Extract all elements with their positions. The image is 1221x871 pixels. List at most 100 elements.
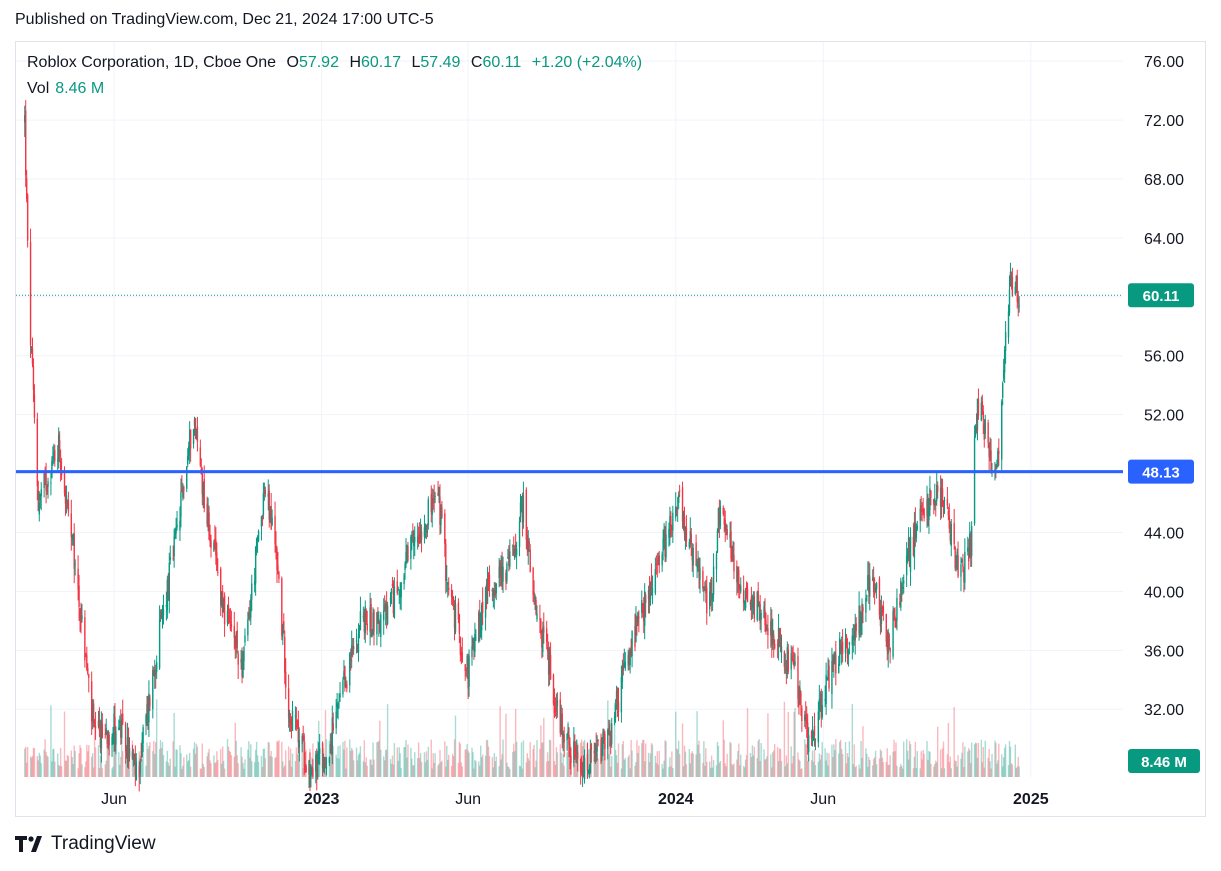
candle-body — [756, 592, 758, 620]
volume-bar — [133, 757, 136, 777]
volume-bar — [738, 743, 740, 777]
candle-body — [485, 583, 488, 605]
volume-bar — [933, 766, 935, 777]
candle-body — [93, 723, 96, 728]
candle-body — [105, 728, 107, 734]
volume-bar — [528, 760, 530, 777]
volume-bar — [63, 711, 66, 777]
candle-body — [654, 569, 657, 594]
volume-bar — [264, 758, 267, 777]
tradingview-logo[interactable]: TradingView — [15, 833, 156, 855]
candle-body — [615, 691, 618, 701]
candle-body — [833, 655, 835, 664]
candle-body — [24, 115, 26, 123]
candle-body — [133, 753, 136, 760]
candle-body — [30, 348, 33, 350]
volume-bar — [692, 753, 694, 777]
candle-body — [180, 491, 182, 517]
x-tick-label: Jun — [810, 791, 836, 808]
candle-body — [169, 556, 171, 560]
volume-bar — [529, 742, 531, 777]
candle-body — [831, 661, 833, 694]
volume-bar — [900, 763, 902, 777]
candle-body — [310, 770, 312, 780]
candle-body — [977, 398, 980, 416]
candle-body — [549, 655, 552, 680]
candle-body — [244, 635, 246, 643]
volume-bar — [776, 746, 779, 777]
legend: Roblox Corporation, 1D, Cboe One O57.92 … — [27, 54, 642, 72]
candle-body — [725, 524, 727, 531]
candle-body — [376, 612, 378, 635]
volume-bar — [332, 745, 334, 777]
candle-body — [175, 528, 177, 534]
volume-bar — [540, 725, 542, 777]
candle-body — [933, 498, 935, 505]
candle-body — [563, 734, 565, 743]
candle-body — [240, 659, 242, 663]
volume-bar — [194, 753, 197, 777]
volume-bar — [559, 744, 561, 777]
candle-body — [385, 603, 388, 619]
candle-body — [722, 507, 724, 515]
candle-layer — [24, 100, 1020, 792]
candle-body — [791, 656, 793, 659]
candle-body — [887, 631, 889, 654]
candle-body — [844, 638, 847, 654]
candle-body — [638, 616, 640, 619]
candle-body — [555, 707, 558, 712]
volume-bar — [967, 751, 969, 777]
candle-body — [851, 635, 854, 646]
volume-bar — [825, 760, 827, 777]
volume-bar — [479, 765, 481, 777]
candle-body — [487, 574, 490, 581]
volume-bar — [426, 759, 429, 777]
volume-bar — [794, 708, 796, 777]
candle-body — [165, 605, 168, 608]
volume-bar — [513, 750, 516, 777]
candle-body — [813, 725, 816, 736]
candle-body — [692, 547, 694, 566]
candle-body — [871, 577, 874, 581]
volume-bar — [356, 760, 359, 777]
volume-bar — [256, 755, 259, 777]
volume-bar — [804, 739, 806, 777]
candle-body — [819, 698, 821, 702]
volume-bar — [484, 755, 487, 777]
candle-body — [973, 437, 976, 524]
candle-body — [804, 714, 806, 721]
candle-body — [425, 524, 428, 531]
volume-bar — [113, 744, 115, 777]
volume-bar — [905, 739, 908, 777]
volume-bar — [750, 757, 753, 777]
candle-body — [967, 547, 969, 552]
volume-bar — [57, 753, 59, 777]
volume-bar — [555, 747, 558, 777]
candle-body — [440, 510, 442, 525]
legend-low-label: L — [411, 54, 421, 71]
candle-body — [208, 512, 210, 540]
level-badge: 48.13 — [1128, 459, 1194, 484]
volume-bar — [283, 767, 285, 777]
volume-bar — [149, 742, 151, 777]
candle-body — [962, 563, 964, 568]
volume-bar — [337, 746, 339, 777]
volume-bar — [736, 759, 738, 777]
candle-body — [324, 762, 327, 765]
candle-body — [717, 508, 720, 533]
volume-bar — [447, 759, 449, 777]
volume-bar — [548, 739, 551, 777]
volume-bar — [207, 752, 209, 777]
candle-body — [772, 630, 774, 644]
volume-bar — [712, 760, 715, 777]
volume-bar — [364, 762, 366, 777]
candle-body — [787, 649, 789, 672]
volume-bar — [812, 761, 815, 777]
candle-body — [526, 534, 528, 550]
volume-bar — [371, 764, 373, 777]
candle-body — [835, 654, 837, 674]
candle-body — [995, 466, 997, 469]
candle-body — [257, 531, 260, 541]
candle-body — [643, 591, 646, 627]
